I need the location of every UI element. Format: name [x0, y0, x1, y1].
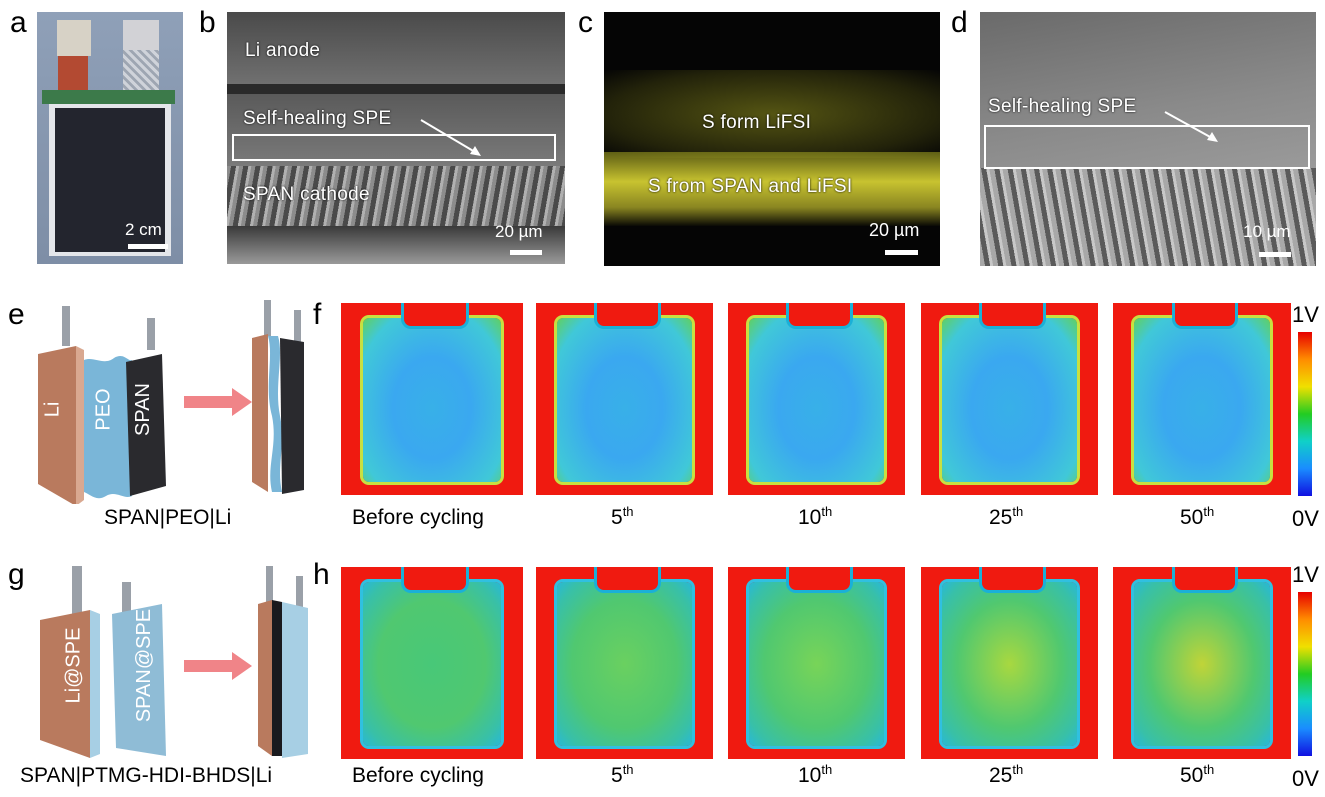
pouch-cell-photo: 2 cm	[37, 12, 183, 264]
panel-label-e: e	[8, 298, 25, 331]
h-thermal-c50	[1113, 567, 1291, 759]
f-caption-before: Before cycling	[352, 506, 484, 529]
panel-label-h: h	[313, 558, 330, 591]
cathode-particles-region	[980, 168, 1316, 266]
lifsi-sulfur-region	[604, 70, 940, 158]
f-caption-c50: 50th	[1180, 504, 1215, 529]
interface-dark	[227, 84, 565, 94]
caption-span-peo-li: SPAN|PEO|Li	[104, 506, 232, 529]
schematic-peo-cell	[38, 300, 304, 504]
layer-label-li-spe: Li@SPE	[62, 627, 85, 704]
spe-region	[227, 94, 565, 166]
h-thermal-c5	[536, 567, 713, 759]
h-thermal-c10	[728, 567, 905, 759]
arrow-b	[420, 119, 481, 156]
h-thermal-before	[341, 567, 523, 759]
f-thermal-c10	[728, 303, 905, 495]
substrate-region	[227, 226, 565, 264]
span-cathode-region	[227, 166, 565, 226]
panel-label-f: f	[313, 298, 322, 331]
panel-label-c: c	[578, 6, 593, 39]
colorbar-max-h: 1V	[1292, 562, 1319, 587]
panel-label-a: a	[10, 6, 27, 39]
scale-text-b: 20 µm	[495, 222, 543, 241]
scale-bar-c	[885, 250, 918, 255]
f-caption-c5: 5th	[611, 504, 634, 529]
schematic-spe-cell	[40, 566, 308, 758]
seal-strip	[42, 90, 175, 104]
panel-label-d: d	[951, 6, 968, 39]
f-caption-c25: 25th	[989, 504, 1024, 529]
scale-text-c: 20 µm	[869, 220, 920, 240]
tab-tape-right	[123, 20, 159, 50]
panel-label-g: g	[8, 558, 25, 591]
spe-surface-region	[980, 12, 1316, 168]
colorbar-min-f: 0V	[1292, 506, 1319, 531]
colorbar-min-h: 0V	[1292, 766, 1319, 791]
label-self-healing-spe: Self-healing SPE	[243, 108, 392, 129]
scale-bar-a	[128, 244, 168, 249]
sem-cross-section-d: Self-healing SPE 10 µm	[980, 12, 1316, 266]
label-li-anode: Li anode	[245, 40, 321, 61]
scale-bar-b	[510, 250, 542, 255]
f-thermal-before	[341, 303, 523, 495]
label-s-from-lifsi: S form LiFSI	[702, 112, 812, 133]
h-caption-before: Before cycling	[352, 764, 484, 787]
layer-label-span-spe: SPAN@SPE	[133, 608, 156, 723]
span-lifsi-sulfur-region	[604, 152, 940, 226]
panel-label-b: b	[199, 6, 216, 39]
arrow-d	[1164, 111, 1218, 142]
colorbar-f	[1298, 332, 1312, 496]
scale-bar-d	[1259, 252, 1291, 257]
li-anode-region	[227, 12, 565, 84]
sem-cross-section-b: Li anode Self-healing SPE SPAN cathode 2…	[227, 12, 565, 264]
edx-sulfur-map-c: S form LiFSI S from SPAN and LiFSI 20 µm	[604, 12, 940, 266]
label-self-healing-spe-d: Self-healing SPE	[988, 96, 1137, 117]
tab-tape-left	[57, 20, 91, 56]
electrode-area	[55, 108, 165, 252]
label-s-from-span-lifsi: S from SPAN and LiFSI	[648, 176, 853, 197]
h-caption-c25: 25th	[989, 762, 1024, 787]
highlight-box-b	[232, 134, 556, 161]
layer-label-li: Li	[41, 401, 64, 418]
h-thermal-c25	[921, 567, 1098, 759]
scale-text-d: 10 µm	[1243, 222, 1291, 241]
f-thermal-c25	[921, 303, 1098, 495]
colorbar-h	[1298, 592, 1312, 756]
f-thermal-c50	[1113, 303, 1291, 495]
f-thermal-c5	[536, 303, 713, 495]
h-caption-c10: 10th	[798, 762, 833, 787]
label-span-cathode: SPAN cathode	[243, 184, 370, 205]
h-caption-c50: 50th	[1180, 762, 1215, 787]
layer-label-span: SPAN	[131, 383, 154, 436]
layer-label-peo: PEO	[92, 388, 115, 431]
f-caption-c10: 10th	[798, 504, 833, 529]
highlight-box-d	[984, 125, 1310, 169]
h-caption-c5: 5th	[611, 762, 634, 787]
colorbar-max-f: 1V	[1292, 302, 1319, 327]
scale-text-a: 2 cm	[125, 220, 162, 239]
caption-span-ptmg-li: SPAN|PTMG-HDI-BHDS|Li	[20, 764, 273, 787]
